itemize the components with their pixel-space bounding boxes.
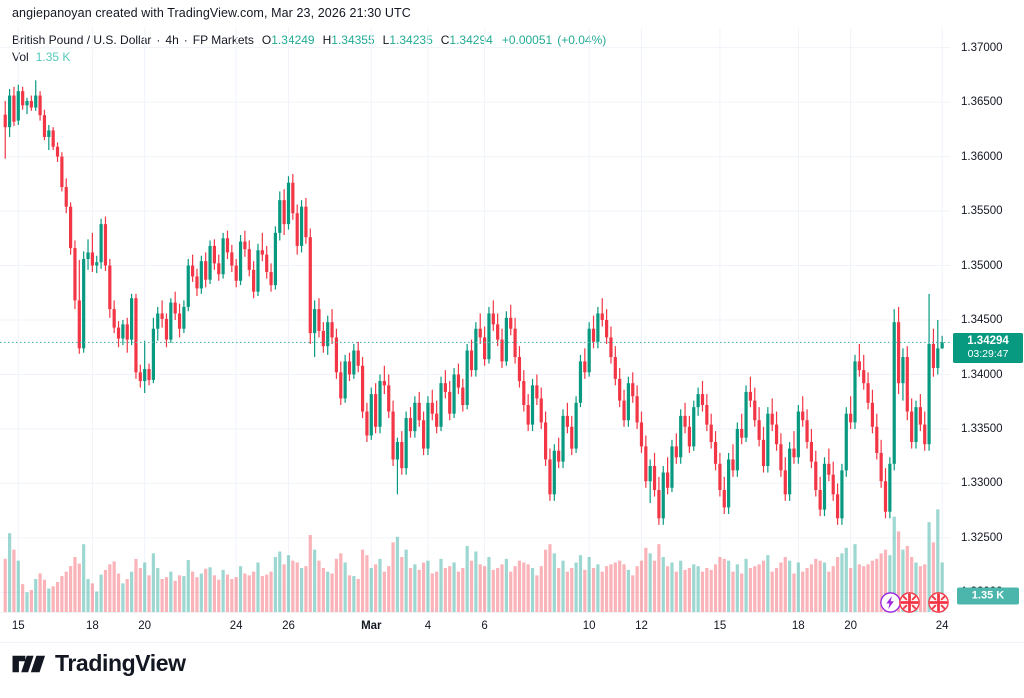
legend-exchange[interactable]: FP Markets bbox=[192, 33, 254, 47]
gbp-flag-icon-1[interactable] bbox=[899, 592, 920, 613]
lightning-badge-icon[interactable] bbox=[880, 592, 901, 613]
price-tick-label: 1.35500 bbox=[961, 205, 1003, 217]
legend-change-percent: (+0.04%) bbox=[557, 33, 607, 47]
legend-symbol-title[interactable]: British Pound / U.S. Dollar bbox=[12, 33, 152, 47]
volume-value-badge[interactable]: 1.35 K bbox=[957, 587, 1019, 605]
legend-low: L1.34235 bbox=[383, 32, 433, 48]
time-tick-label: Mar bbox=[361, 620, 382, 632]
time-tick-label: 15 bbox=[713, 620, 727, 632]
time-tick-label: 18 bbox=[85, 620, 99, 632]
time-tick-label: 20 bbox=[138, 620, 152, 632]
chart-legend: British Pound / U.S. Dollar · 4h · FP Ma… bbox=[12, 32, 606, 65]
time-tick-label: 20 bbox=[844, 620, 857, 632]
candlestick-series[interactable] bbox=[0, 28, 950, 612]
corner-icon-group bbox=[880, 592, 950, 616]
legend-high-value: 1.34355 bbox=[331, 33, 375, 47]
legend-change: +0.00051 bbox=[501, 33, 553, 47]
price-tick-label: 1.34000 bbox=[961, 368, 1003, 381]
legend-high-label: H bbox=[322, 33, 332, 47]
price-tick-label: 1.36000 bbox=[961, 150, 1003, 163]
price-tick-label: 1.37000 bbox=[961, 41, 1003, 54]
legend-low-value: 1.34235 bbox=[389, 33, 433, 47]
current-price-value: 1.34294 bbox=[967, 335, 1009, 348]
current-price-line bbox=[0, 341, 950, 344]
time-tick-label: 18 bbox=[791, 620, 805, 632]
legend-symbol-row: British Pound / U.S. Dollar · 4h · FP Ma… bbox=[12, 32, 606, 48]
legend-dot-2: · bbox=[183, 33, 188, 47]
attribution-text: angiepanoyan created with TradingView.co… bbox=[12, 6, 411, 20]
legend-high: H1.34355 bbox=[323, 32, 375, 48]
tradingview-logo-mark bbox=[12, 655, 46, 672]
legend-interval[interactable]: 4h bbox=[165, 33, 179, 47]
legend-volume-row: Vol 1.35 K bbox=[12, 49, 606, 65]
legend-volume-label[interactable]: Vol bbox=[12, 50, 29, 64]
time-tick-label: 12 bbox=[635, 620, 648, 632]
grid-layer bbox=[0, 28, 950, 612]
volume-series bbox=[3, 509, 944, 612]
time-tick-label: 6 bbox=[481, 620, 488, 632]
time-tick-label: 24 bbox=[229, 620, 243, 632]
price-tick-label: 1.32500 bbox=[961, 531, 1003, 544]
time-tick-label: 26 bbox=[282, 620, 295, 632]
bar-countdown-timer: 03:29:47 bbox=[967, 348, 1009, 361]
time-tick-label: 15 bbox=[11, 620, 25, 632]
tradingview-footer-logo: TradingView bbox=[12, 652, 186, 675]
legend-close-label: C bbox=[440, 33, 450, 47]
legend-low-label: L bbox=[382, 33, 390, 47]
price-tick-label: 1.33500 bbox=[961, 423, 1003, 435]
time-tick-label: 10 bbox=[582, 620, 596, 632]
axis-separator bbox=[0, 642, 1024, 643]
price-tick-label: 1.35000 bbox=[961, 259, 1003, 272]
legend-dot-1: · bbox=[156, 33, 161, 47]
legend-close: C1.34294 bbox=[441, 32, 493, 48]
time-tick-label: 24 bbox=[935, 620, 949, 632]
price-tick-label: 1.34500 bbox=[961, 314, 1003, 326]
tradingview-logo-text: TradingView bbox=[55, 650, 186, 676]
legend-volume-value: 1.35 K bbox=[35, 50, 71, 64]
legend-open-value: 1.34249 bbox=[271, 33, 315, 47]
current-price-badge[interactable]: 1.34294 03:29:47 bbox=[953, 333, 1023, 364]
price-tick-label: 1.36500 bbox=[961, 96, 1003, 109]
chart-pane[interactable] bbox=[0, 28, 950, 612]
legend-open: O1.34249 bbox=[262, 32, 315, 48]
price-axis[interactable]: 1.37000 1.36500 1.36000 1.35500 1.35000 1.345… bbox=[950, 28, 1024, 612]
legend-close-value: 1.34294 bbox=[449, 33, 493, 47]
chart-plot-area[interactable] bbox=[0, 28, 950, 612]
gbp-flag-icon-2[interactable] bbox=[928, 592, 949, 613]
price-tick-label: 1.33000 bbox=[961, 477, 1003, 490]
legend-open-label: O bbox=[261, 33, 272, 47]
time-axis[interactable]: 15 18 20 24 26 Mar 4 6 10 12 15 18 20 24 bbox=[0, 612, 950, 642]
time-tick-label: 4 bbox=[424, 620, 432, 632]
